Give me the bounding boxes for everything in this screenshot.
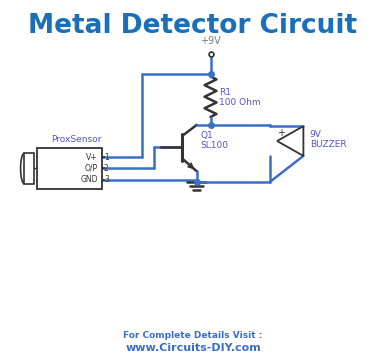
Text: O/P: O/P bbox=[85, 164, 98, 173]
Bar bbox=[37, 148, 102, 189]
Text: Q1: Q1 bbox=[200, 131, 213, 140]
Text: Metal Detector Circuit: Metal Detector Circuit bbox=[29, 13, 357, 39]
Polygon shape bbox=[277, 126, 303, 156]
Text: +: + bbox=[277, 128, 285, 138]
Text: R1: R1 bbox=[219, 88, 231, 97]
Bar bbox=[24, 153, 34, 184]
Text: +9V: +9V bbox=[200, 36, 221, 46]
Text: BUZZER: BUZZER bbox=[310, 140, 346, 149]
Text: V+: V+ bbox=[86, 153, 98, 162]
Text: ProxSensor: ProxSensor bbox=[51, 135, 102, 144]
Text: 9V: 9V bbox=[310, 130, 322, 139]
Text: 2: 2 bbox=[104, 164, 109, 173]
Text: SL100: SL100 bbox=[200, 141, 228, 150]
Text: 100 Ohm: 100 Ohm bbox=[219, 98, 261, 107]
Text: GND: GND bbox=[80, 175, 98, 184]
Text: www.Circuits-DIY.com: www.Circuits-DIY.com bbox=[125, 343, 261, 354]
Text: 3: 3 bbox=[104, 175, 109, 184]
Text: 1: 1 bbox=[104, 153, 109, 162]
Text: For Complete Details Visit :: For Complete Details Visit : bbox=[123, 331, 263, 340]
